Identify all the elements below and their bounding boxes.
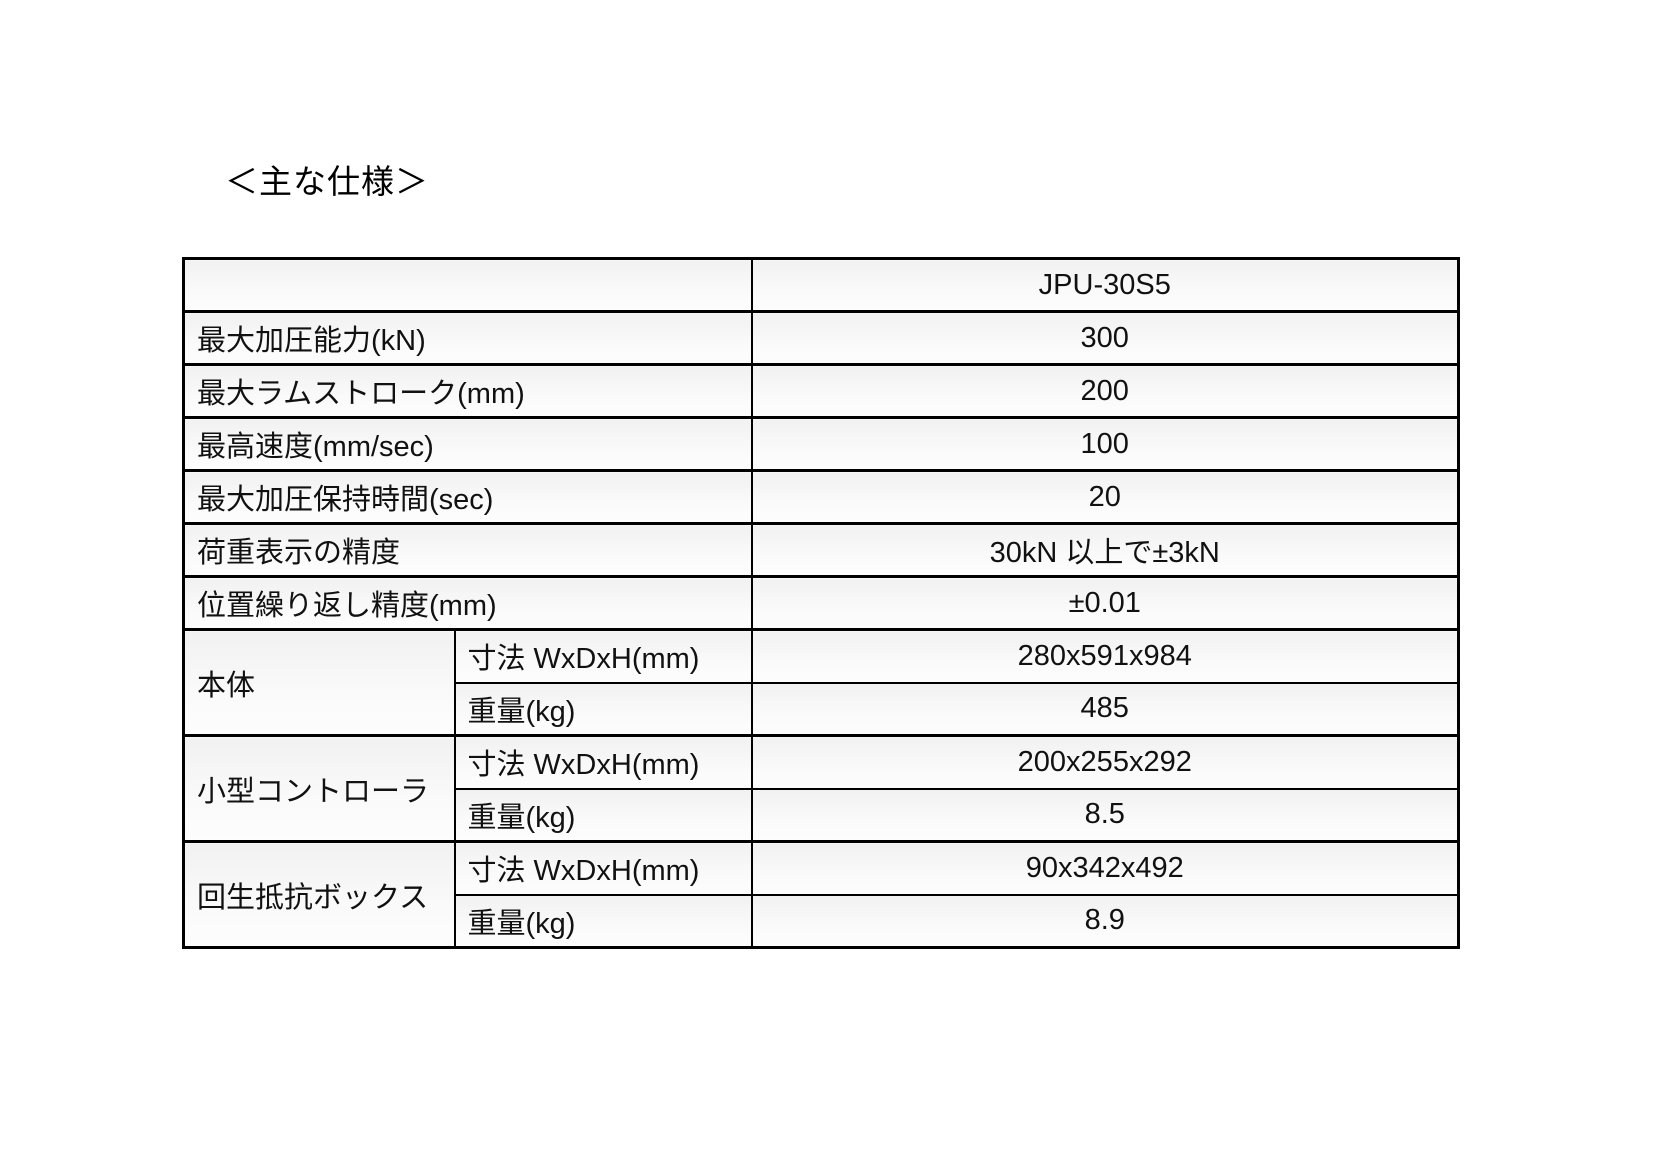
table-header-row: JPU-30S5 (182, 257, 1460, 313)
page-title: ＜主な仕様＞ (225, 163, 429, 200)
sub-label: 寸法 WxDxH(mm) (453, 628, 753, 684)
group-row-controller: 小型コントローラ 寸法 WxDxH(mm) 200x255x292 (182, 734, 1460, 843)
table-row: 最大ラムストローク(mm) 200 (182, 363, 1460, 419)
group-row-resistor-box: 回生抵抗ボックス 寸法 WxDxH(mm) 90x342x492 (182, 840, 1460, 949)
model-header-cell: JPU-30S5 (750, 257, 1460, 313)
group-row-hontai: 本体 寸法 WxDxH(mm) 280x591x984 (182, 628, 1460, 737)
row-label: 最大加圧能力(kN) (182, 310, 753, 366)
row-label: 荷重表示の精度 (182, 522, 753, 578)
row-value: 200x255x292 (750, 734, 1460, 790)
row-value: 30kN 以上で±3kN (750, 522, 1460, 578)
sub-label: 重量(kg) (453, 787, 753, 843)
table-row: 位置繰り返し精度(mm) ±0.01 (182, 575, 1460, 631)
group-subrow: 重量(kg) 8.5 (184, 787, 1460, 843)
sub-label: 寸法 WxDxH(mm) (453, 734, 753, 790)
sub-label: 重量(kg) (453, 681, 753, 737)
sub-label: 重量(kg) (453, 893, 753, 949)
row-value: 20 (750, 469, 1460, 525)
row-value: ±0.01 (750, 575, 1460, 631)
row-value: 90x342x492 (750, 840, 1460, 896)
row-label: 最高速度(mm/sec) (182, 416, 753, 472)
table-row: 荷重表示の精度 30kN 以上で±3kN (182, 522, 1460, 578)
sub-label: 寸法 WxDxH(mm) (453, 840, 753, 896)
row-value: 485 (750, 681, 1460, 737)
header-empty-cell (182, 257, 753, 313)
group-subrow: 重量(kg) 485 (184, 681, 1460, 737)
table-row: 最高速度(mm/sec) 100 (182, 416, 1460, 472)
spec-table: JPU-30S5 最大加圧能力(kN) 300 最大ラムストローク(mm) 20… (182, 257, 1460, 949)
row-value: 300 (750, 310, 1460, 366)
row-value: 8.5 (750, 787, 1460, 843)
group-label: 本体 (182, 628, 456, 737)
row-label: 位置繰り返し精度(mm) (182, 575, 753, 631)
group-label: 小型コントローラ (182, 734, 456, 843)
row-value: 100 (750, 416, 1460, 472)
table-row: 最大加圧能力(kN) 300 (182, 310, 1460, 366)
row-label: 最大ラムストローク(mm) (182, 363, 753, 419)
group-label: 回生抵抗ボックス (182, 840, 456, 949)
row-value: 280x591x984 (750, 628, 1460, 684)
table-row: 最大加圧保持時間(sec) 20 (182, 469, 1460, 525)
row-value: 8.9 (750, 893, 1460, 949)
group-subrow: 重量(kg) 8.9 (184, 893, 1460, 949)
row-value: 200 (750, 363, 1460, 419)
row-label: 最大加圧保持時間(sec) (182, 469, 753, 525)
